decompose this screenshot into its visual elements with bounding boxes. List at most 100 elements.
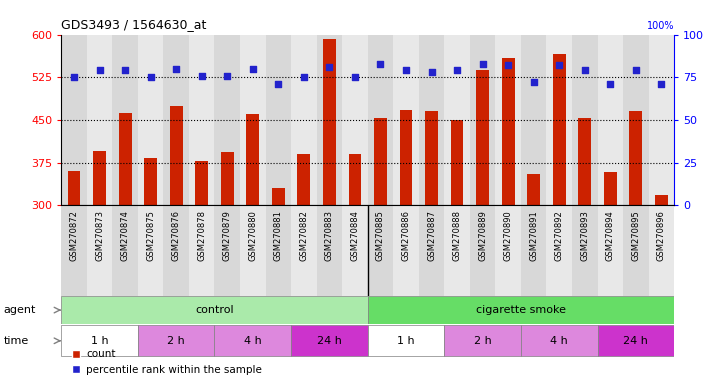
Bar — [521, 205, 547, 296]
Bar — [629, 111, 642, 205]
Point — [655, 81, 667, 87]
Bar — [649, 205, 674, 296]
Bar — [87, 35, 112, 205]
Bar — [247, 114, 259, 205]
Bar — [240, 205, 265, 296]
Text: 100%: 100% — [647, 21, 674, 31]
Point — [324, 64, 335, 70]
Point — [604, 81, 616, 87]
Bar — [470, 35, 495, 205]
Bar — [112, 35, 138, 205]
Bar — [374, 118, 387, 205]
Bar — [368, 35, 393, 205]
Point — [349, 74, 360, 80]
Point — [451, 67, 463, 73]
Bar — [317, 205, 342, 296]
Text: GSM270887: GSM270887 — [427, 210, 436, 261]
Bar — [298, 154, 310, 205]
Bar — [164, 35, 189, 205]
Text: GSM270886: GSM270886 — [402, 210, 410, 261]
Point — [528, 79, 539, 86]
Text: 2 h: 2 h — [167, 336, 185, 346]
Bar — [477, 70, 489, 205]
Bar — [598, 325, 674, 356]
Bar — [393, 35, 419, 205]
Bar — [93, 151, 106, 205]
Text: GSM270876: GSM270876 — [172, 210, 181, 261]
Point — [196, 73, 208, 79]
Point — [554, 62, 565, 68]
Bar — [368, 205, 393, 296]
Bar — [291, 35, 317, 205]
Bar — [495, 205, 521, 296]
Text: 2 h: 2 h — [474, 336, 492, 346]
Text: time: time — [4, 336, 29, 346]
Bar — [195, 161, 208, 205]
Text: GSM270894: GSM270894 — [606, 210, 615, 261]
Point — [426, 69, 438, 75]
Point — [298, 74, 309, 80]
Text: GSM270879: GSM270879 — [223, 210, 231, 261]
Bar — [451, 120, 464, 205]
Bar — [655, 195, 668, 205]
Bar — [444, 325, 521, 356]
Bar — [598, 35, 623, 205]
Text: 4 h: 4 h — [244, 336, 262, 346]
Bar — [215, 325, 291, 356]
Text: GSM270881: GSM270881 — [274, 210, 283, 261]
Text: GSM270878: GSM270878 — [198, 210, 206, 261]
Bar — [399, 110, 412, 205]
Bar — [138, 325, 215, 356]
Text: GSM270888: GSM270888 — [453, 210, 461, 261]
Bar — [189, 35, 215, 205]
Bar — [291, 325, 368, 356]
Text: 24 h: 24 h — [624, 336, 648, 346]
Bar — [291, 205, 317, 296]
Bar — [470, 205, 495, 296]
Bar — [68, 171, 81, 205]
Bar — [604, 172, 616, 205]
Point — [579, 67, 590, 73]
Bar — [342, 205, 368, 296]
Bar — [572, 35, 598, 205]
Text: GSM270895: GSM270895 — [632, 210, 640, 261]
Point — [477, 61, 488, 67]
Bar — [547, 35, 572, 205]
Bar — [272, 188, 285, 205]
Text: GSM270873: GSM270873 — [95, 210, 104, 261]
Bar — [623, 205, 649, 296]
Point — [120, 67, 131, 73]
Bar — [138, 35, 164, 205]
Text: GSM270872: GSM270872 — [69, 210, 79, 261]
Point — [221, 73, 233, 79]
Point — [503, 62, 514, 68]
Bar — [572, 205, 598, 296]
Bar — [419, 205, 444, 296]
Legend: count, percentile rank within the sample: count, percentile rank within the sample — [66, 345, 266, 379]
Text: GSM270883: GSM270883 — [325, 210, 334, 261]
Bar — [138, 205, 164, 296]
Point — [68, 74, 80, 80]
Bar — [119, 113, 131, 205]
Bar — [598, 205, 623, 296]
Bar — [61, 325, 138, 356]
Bar — [189, 205, 215, 296]
Bar — [144, 158, 157, 205]
Bar — [87, 205, 112, 296]
Text: agent: agent — [4, 305, 36, 315]
Text: GSM270884: GSM270884 — [350, 210, 360, 261]
Text: 1 h: 1 h — [397, 336, 415, 346]
Point — [94, 67, 105, 73]
Bar — [164, 205, 189, 296]
Text: GSM270882: GSM270882 — [299, 210, 309, 261]
Text: GSM270889: GSM270889 — [478, 210, 487, 261]
Bar — [348, 154, 361, 205]
Bar — [61, 35, 87, 205]
Bar — [444, 35, 470, 205]
Text: GSM270875: GSM270875 — [146, 210, 155, 261]
Bar — [215, 35, 240, 205]
Bar — [547, 205, 572, 296]
Bar — [323, 39, 336, 205]
Point — [630, 67, 642, 73]
Bar — [521, 325, 598, 356]
